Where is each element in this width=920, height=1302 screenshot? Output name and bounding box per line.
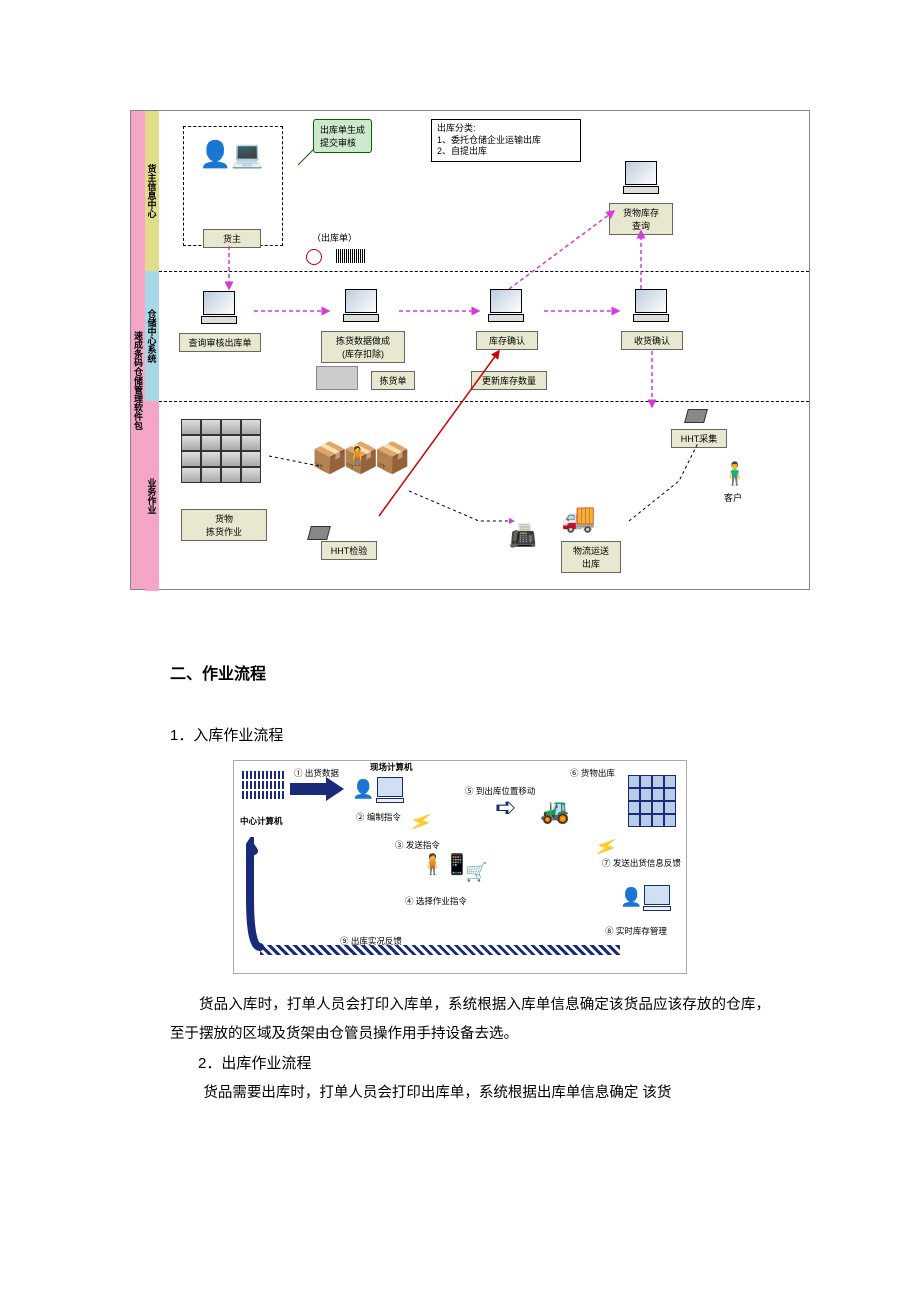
d2-step7: ⑦ 发送出货信息反馈 <box>602 857 681 869</box>
callout-pointer-icon <box>296 147 316 167</box>
d2-cart-icon: 🛒 <box>465 862 487 883</box>
stock-query-computer-icon <box>621 161 661 197</box>
info-box-line2: 2、自提出库 <box>437 146 575 158</box>
d2-operator2-icon: 👤 <box>620 887 642 908</box>
stock-confirm-computer-icon <box>486 289 526 325</box>
paragraph-2: 货品需要出库时，打单人员会打印出库单，系统根据出库单信息确定 该货 <box>170 1079 770 1108</box>
d2-forklift-icon: 🚜 <box>540 797 570 826</box>
subheading-1: 1．入库作业流程 <box>170 724 780 745</box>
recv-confirm-computer-icon <box>631 289 671 325</box>
truck-icon: 🚚 <box>561 501 596 534</box>
picklist-label: 拣货单 <box>371 371 415 390</box>
review-outbound-label: 查询审核出库单 <box>179 333 261 352</box>
d2-feedback-curve-icon <box>246 837 276 955</box>
lane-operations: 业务作业 <box>145 401 159 591</box>
d2-step5: ⑤ 到出库位置移动 <box>465 785 535 797</box>
pickdata-computer-icon <box>341 289 381 325</box>
lane-divider-2 <box>159 401 809 402</box>
outbound-flow-diagram: 速成条码仓储管理软件包 货主信息中心 仓储中心系统 业务作业 👤💻 货主 出库单… <box>130 110 810 590</box>
hht-check-label: HHT检验 <box>321 541 377 560</box>
shelving-icon <box>181 419 266 489</box>
d2-step4: ④ 选择作业指令 <box>405 895 467 907</box>
logistics-out-label: 物流运送 出库 <box>561 541 621 573</box>
lane-owner-info: 货主信息中心 <box>145 111 159 271</box>
d2-step8: ⑧ 实时库存管理 <box>605 925 667 937</box>
info-box-line1: 1、委托仓储企业运输出库 <box>437 135 575 147</box>
recv-confirm-label: 收货确认 <box>621 331 683 350</box>
scanner-icon: 📠 <box>509 523 536 549</box>
d2-computer2-icon <box>642 885 672 913</box>
hht-collect-label: HHT采集 <box>671 429 727 448</box>
hht-device-icon-2 <box>684 409 708 423</box>
outer-lane-label: 速成条码仓储管理软件包 <box>133 111 145 589</box>
customer-label: 客户 <box>724 491 742 504</box>
outbound-doc-label: （出库单） <box>306 229 363 246</box>
d2-step3: ③ 发送指令 <box>395 839 440 851</box>
lane-warehouse-system: 仓储中心系统 <box>145 271 159 401</box>
d2-operator-icon: 👤 <box>352 779 374 800</box>
picklist-preview-icon <box>316 366 358 390</box>
owner-operator-icon: 👤💻 <box>199 139 264 170</box>
subheading-2: 2．出库作业流程 <box>198 1049 780 1079</box>
paragraph-1: 货品入库时，打单人员会打印入库单，系统根据入库单信息确定该货品应该存放的仓库，至… <box>170 991 770 1049</box>
section-2-heading: 二、作业流程 <box>170 660 780 684</box>
stamp-icon <box>306 249 322 265</box>
lane-divider-1 <box>159 271 809 272</box>
d2-onsite-label: 现场计算机 <box>370 761 413 773</box>
owner-label: 货主 <box>203 229 261 248</box>
pick-data-label: 拣货数据做成 (库存扣除) <box>321 331 405 363</box>
d2-step9: ⑨ 出库实况反馈 <box>340 935 402 947</box>
barcode-icon <box>336 249 366 263</box>
callout-outbound-gen: 出库单生成 提交审核 <box>313 119 372 153</box>
d2-shelf-icon <box>628 775 678 830</box>
hht-device-icon-1 <box>307 526 331 540</box>
inbound-flow-diagram: 中心计算机 ① 出货数据 现场计算机 👤 ② 编制指令 ⚡ ③ 发送指令 🧍📱 … <box>230 757 690 977</box>
stock-query-label: 货物库存 查询 <box>609 203 673 235</box>
pick-ops-label: 货物 拣货作业 <box>181 509 267 541</box>
d2-central-server-icon <box>242 771 286 811</box>
update-stock-label: 更新库存数量 <box>471 371 547 390</box>
d2-hht-worker-icon: 🧍📱 <box>420 852 470 877</box>
d2-step1: ① 出货数据 <box>294 767 339 779</box>
d2-step2: ② 编制指令 <box>356 811 401 823</box>
outbound-classification-box: 出库分类: 1、委托仓储企业运输出库 2、自提出库 <box>431 119 581 162</box>
d2-onsite-computer-icon <box>375 777 405 805</box>
customer-icon: 🧍‍♂️ <box>721 461 748 487</box>
d2-feedback-band <box>260 945 620 955</box>
info-box-title: 出库分类: <box>437 123 575 135</box>
worker-icon: 🧍 <box>346 446 368 467</box>
stock-confirm-label: 库存确认 <box>476 331 538 350</box>
review-computer-icon <box>199 291 239 327</box>
d2-central-label: 中心计算机 <box>240 815 283 827</box>
d2-arrow-1-icon <box>288 775 348 803</box>
d2-step6: ⑥ 货物出库 <box>570 767 615 779</box>
